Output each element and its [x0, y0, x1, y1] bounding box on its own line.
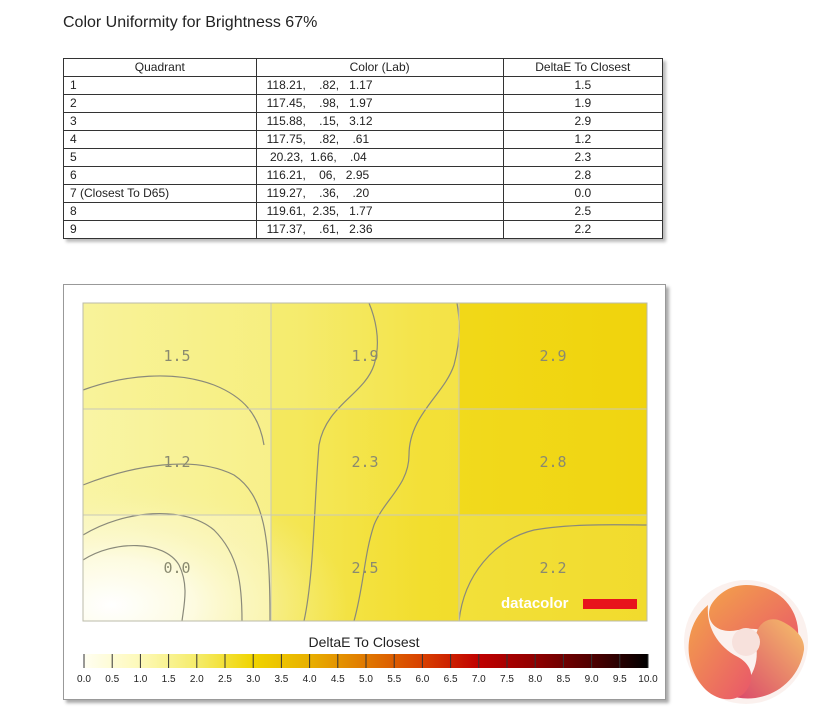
- scale-tick-label: 8.5: [556, 674, 570, 685]
- contour-lines: [82, 302, 648, 622]
- color-scale-ticks: [83, 654, 649, 668]
- cell-lab: 115.88, .15, 3.12: [255, 112, 504, 131]
- scale-title: DeltaE To Closest: [308, 634, 419, 650]
- table-row: 6 116.21, 06, 2.95 2.8: [63, 166, 664, 185]
- site-logo-icon: [684, 580, 808, 704]
- scale-tick-label: 5.0: [359, 674, 373, 685]
- scale-tick-label: 10.0: [638, 674, 658, 685]
- cell-delta: 2.3: [502, 148, 664, 167]
- table-row: 8 119.61, 2.35, 1.77 2.5: [63, 202, 664, 221]
- uniformity-table-wrap: Quadrant Color (Lab) DeltaE To Closest 1…: [63, 58, 664, 239]
- cell-quadrant: 7 (Closest To D65): [63, 184, 257, 203]
- watermark-bar: [583, 599, 637, 609]
- cell-value-label: 0.0: [163, 559, 190, 577]
- color-scale-labels: 0.0 0.5 1.0 1.5 2.0 2.5 3.0 3.5 4.0 4.5 5.0 5.5 6.0 6…: [77, 674, 658, 685]
- header-quadrant: Quadrant: [63, 58, 257, 77]
- cell-quadrant: 4: [63, 130, 257, 149]
- scale-tick-label: 1.5: [162, 674, 176, 685]
- cell-lab: 116.21, 06, 2.95: [255, 166, 504, 185]
- watermark-text: datacolor: [501, 595, 569, 612]
- scale-tick-label: 2.5: [218, 674, 232, 685]
- scale-tick-label: 7.0: [472, 674, 486, 685]
- cell-value-label: 1.9: [351, 347, 378, 365]
- cell-delta: 2.8: [502, 166, 664, 185]
- cell-lab: 20.23, 1.66, .04: [255, 148, 504, 167]
- scale-tick-label: 4.5: [331, 674, 345, 685]
- cell-quadrant: 5: [63, 148, 257, 167]
- uniformity-heatmap-panel: 1.5 1.9 2.9 1.2 2.3 2.8 0.0 2.5 2.2 datacolor De…: [63, 284, 666, 700]
- cell-lab: 118.21, .82, 1.17: [255, 76, 504, 95]
- cell-delta: 1.2: [502, 130, 664, 149]
- cell-delta: 1.5: [502, 76, 664, 95]
- table-row: 7 (Closest To D65) 119.27, .36, .20 0.0: [63, 184, 664, 203]
- contour-line: [82, 375, 265, 446]
- cell-quadrant: 6: [63, 166, 257, 185]
- cell-value-label: 2.8: [539, 453, 566, 471]
- heatmap-border: [82, 302, 648, 622]
- page-title: Color Uniformity for Brightness 67%: [63, 14, 318, 31]
- cell-value-label: 2.3: [351, 453, 378, 471]
- cell-delta: 2.9: [502, 112, 664, 131]
- scale-tick-label: 8.0: [528, 674, 542, 685]
- cell-quadrant: 9: [63, 220, 257, 239]
- cell-lab: 119.27, .36, .20: [255, 184, 504, 203]
- scale-tick-label: 3.0: [246, 674, 260, 685]
- scale-tick-label: 2.0: [190, 674, 204, 685]
- cell-quadrant: 1: [63, 76, 257, 95]
- cell-quadrant: 2: [63, 94, 257, 113]
- cell-quadrant: 3: [63, 112, 257, 131]
- cell-value-label: 2.9: [539, 347, 566, 365]
- cell-lab: 117.75, .82, .61: [255, 130, 504, 149]
- heatmap-gridlines: [83, 303, 647, 621]
- cell-quadrant: 8: [63, 202, 257, 221]
- scale-tick-label: 6.5: [444, 674, 458, 685]
- table-row: 3 115.88, .15, 3.12 2.9: [63, 112, 664, 131]
- uniformity-heatmap: 1.5 1.9 2.9 1.2 2.3 2.8 0.0 2.5 2.2 datacolor De…: [77, 302, 658, 685]
- scale-tick-label: 9.0: [585, 674, 599, 685]
- scale-tick-label: 1.0: [133, 674, 147, 685]
- cell-lab: 119.61, 2.35, 1.77: [255, 202, 504, 221]
- contour-line: [82, 463, 271, 622]
- header-deltae: DeltaE To Closest: [502, 58, 664, 77]
- cell-delta: 0.0: [502, 184, 664, 203]
- contour-line: [353, 302, 460, 622]
- cell-value-label: 2.2: [539, 559, 566, 577]
- cell-value-label: 2.5: [351, 559, 378, 577]
- cell-value-label: 1.2: [163, 453, 190, 471]
- header-color-lab: Color (Lab): [255, 58, 504, 77]
- datacolor-watermark: datacolor: [501, 595, 637, 612]
- table-row: 4 117.75, .82, .61 1.2: [63, 130, 664, 149]
- scale-tick-label: 9.5: [613, 674, 627, 685]
- scale-tick-label: 7.5: [500, 674, 514, 685]
- scale-tick-label: 6.0: [415, 674, 429, 685]
- table-row: 5 20.23, 1.66, .04 2.3: [63, 148, 664, 167]
- scale-tick-label: 4.0: [303, 674, 317, 685]
- uniformity-table: Quadrant Color (Lab) DeltaE To Closest 1…: [63, 58, 664, 239]
- contour-line: [82, 544, 186, 622]
- cell-value-label: 1.5: [163, 347, 190, 365]
- table-header-row: Quadrant Color (Lab) DeltaE To Closest: [63, 58, 664, 77]
- cell-delta: 2.5: [502, 202, 664, 221]
- scale-tick-label: 0.5: [105, 674, 119, 685]
- cell-delta: 1.9: [502, 94, 664, 113]
- contour-line: [303, 302, 378, 622]
- table-row: 2 117.45, .98, 1.97 1.9: [63, 94, 664, 113]
- contour-line: [82, 512, 243, 622]
- cell-delta: 2.2: [502, 220, 664, 239]
- table-row: 1 118.21, .82, 1.17 1.5: [63, 76, 664, 95]
- table-row: 9 117.37, .61, 2.36 2.2: [63, 220, 664, 239]
- cell-lab: 117.45, .98, 1.97: [255, 94, 504, 113]
- scale-tick-label: 3.5: [274, 674, 288, 685]
- scale-tick-label: 0.0: [77, 674, 91, 685]
- contour-line: [458, 524, 648, 622]
- cell-lab: 117.37, .61, 2.36: [255, 220, 504, 239]
- cell-labels: 1.5 1.9 2.9 1.2 2.3 2.8 0.0 2.5 2.2: [163, 347, 566, 577]
- scale-tick-label: 5.5: [387, 674, 401, 685]
